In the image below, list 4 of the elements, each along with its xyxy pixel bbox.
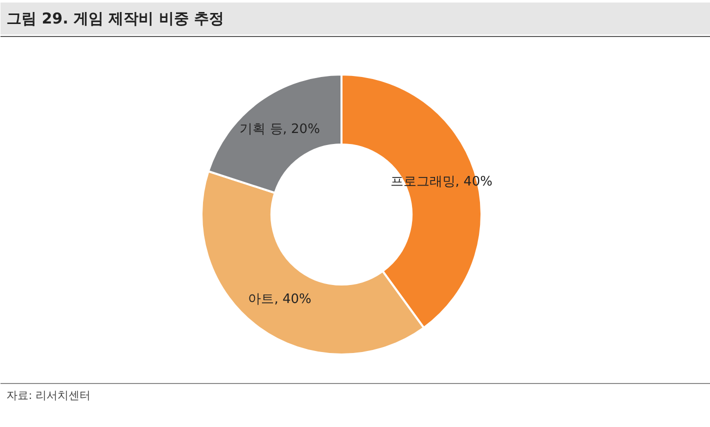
- text: 자료: 리서치센터: [6, 389, 91, 402]
- slice-label: 아트, 40%: [248, 292, 312, 307]
- chart-title: 그림 29. 게임 제작비 비중 추정: [6, 10, 224, 28]
- slice-label: 기획 등, 20%: [240, 122, 320, 138]
